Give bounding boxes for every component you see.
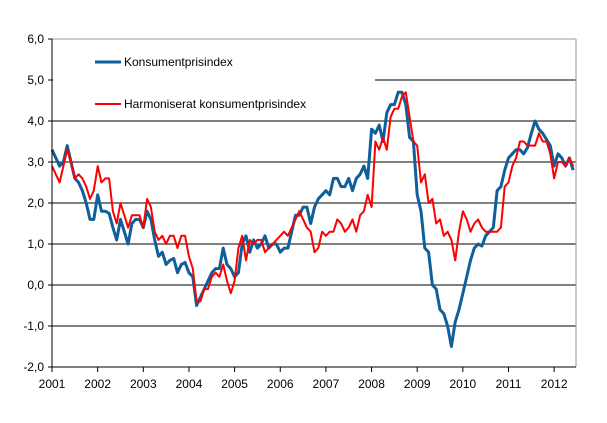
- x-tick-label: 2008: [358, 377, 385, 391]
- x-tick-label: 2003: [130, 377, 157, 391]
- x-tick-label: 2006: [267, 377, 294, 391]
- series-lines: [50, 90, 575, 348]
- x-tick-label: 2007: [313, 377, 340, 391]
- series-line-harmoniserat-konsumentprisindex: [51, 91, 575, 303]
- axes: 6,0 5,0 4,0 3,0 2,0 1,0 0,0 -1,0 -2,0 2001 2002 200…: [23, 32, 576, 391]
- x-tick-label: 2002: [84, 377, 111, 391]
- y-tick-label: 0,0: [27, 278, 44, 292]
- series-line-konsumentprisindex: [50, 90, 575, 348]
- x-tick-label: 2004: [176, 377, 203, 391]
- x-tick-label: 2005: [221, 377, 248, 391]
- y-tick-label: -2,0: [23, 360, 44, 374]
- y-tick-label: 5,0: [27, 73, 44, 87]
- legend: Konsumentprisindex Harmoniserat konsumen…: [95, 55, 306, 111]
- y-tick-label: 2,0: [27, 196, 44, 210]
- x-tick-label: 2011: [496, 377, 522, 391]
- legend-label-harmoniserat: Harmoniserat konsumentprisindex: [124, 97, 306, 111]
- y-tick-label: 4,0: [27, 114, 44, 128]
- x-tick-label: 2009: [404, 377, 431, 391]
- y-tick-label: 1,0: [27, 237, 44, 251]
- x-tick-label: 2012: [541, 377, 568, 391]
- y-tick-label: 6,0: [27, 32, 44, 46]
- y-tick-label: 3,0: [27, 155, 44, 169]
- legend-label-konsumentprisindex: Konsumentprisindex: [124, 55, 233, 69]
- x-tick-label: 2010: [449, 377, 476, 391]
- x-tick-label: 2001: [39, 377, 66, 391]
- y-tick-label: -1,0: [23, 319, 44, 333]
